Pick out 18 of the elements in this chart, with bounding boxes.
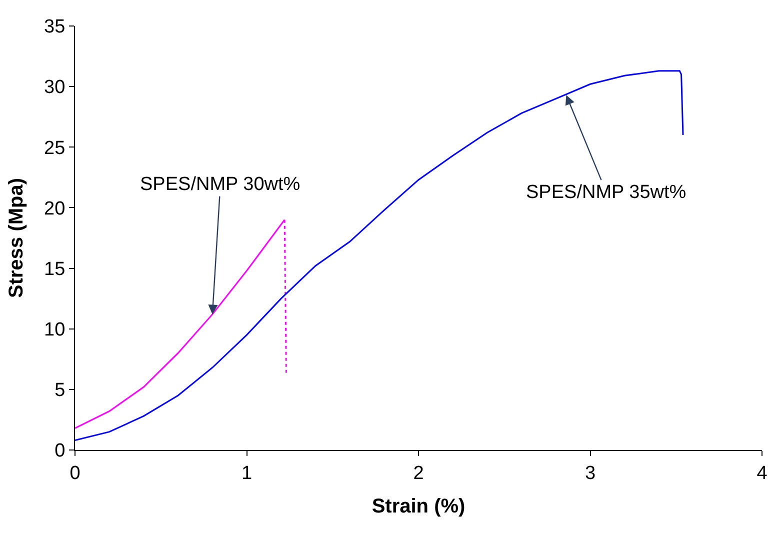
x-tick-label: 3 bbox=[584, 462, 596, 484]
y-tick-label: 5 bbox=[54, 380, 66, 402]
y-tick-label: 10 bbox=[44, 320, 66, 341]
y-tick-label: 20 bbox=[44, 198, 66, 220]
x-tick-label: 2 bbox=[413, 462, 424, 484]
annotation: SPES/NMP 35wt% bbox=[526, 182, 686, 203]
x-axis-title: Strain (%) bbox=[372, 495, 466, 518]
y-axis-title: Stress (Mpa) bbox=[6, 178, 28, 298]
x-tick-label: 0 bbox=[70, 462, 80, 484]
y-tick-label: 25 bbox=[44, 138, 66, 159]
x-tick-label: 4 bbox=[756, 462, 768, 484]
line-series bbox=[75, 70, 684, 442]
y-tick-label: 15 bbox=[44, 258, 66, 280]
y-tick-label: 0 bbox=[54, 440, 66, 462]
annotation: SPES/NMP 30wt% bbox=[140, 174, 300, 195]
x-tick-label: 1 bbox=[241, 462, 252, 484]
y-tick-label: 35 bbox=[44, 16, 66, 38]
y-tick-label: 30 bbox=[44, 77, 66, 98]
